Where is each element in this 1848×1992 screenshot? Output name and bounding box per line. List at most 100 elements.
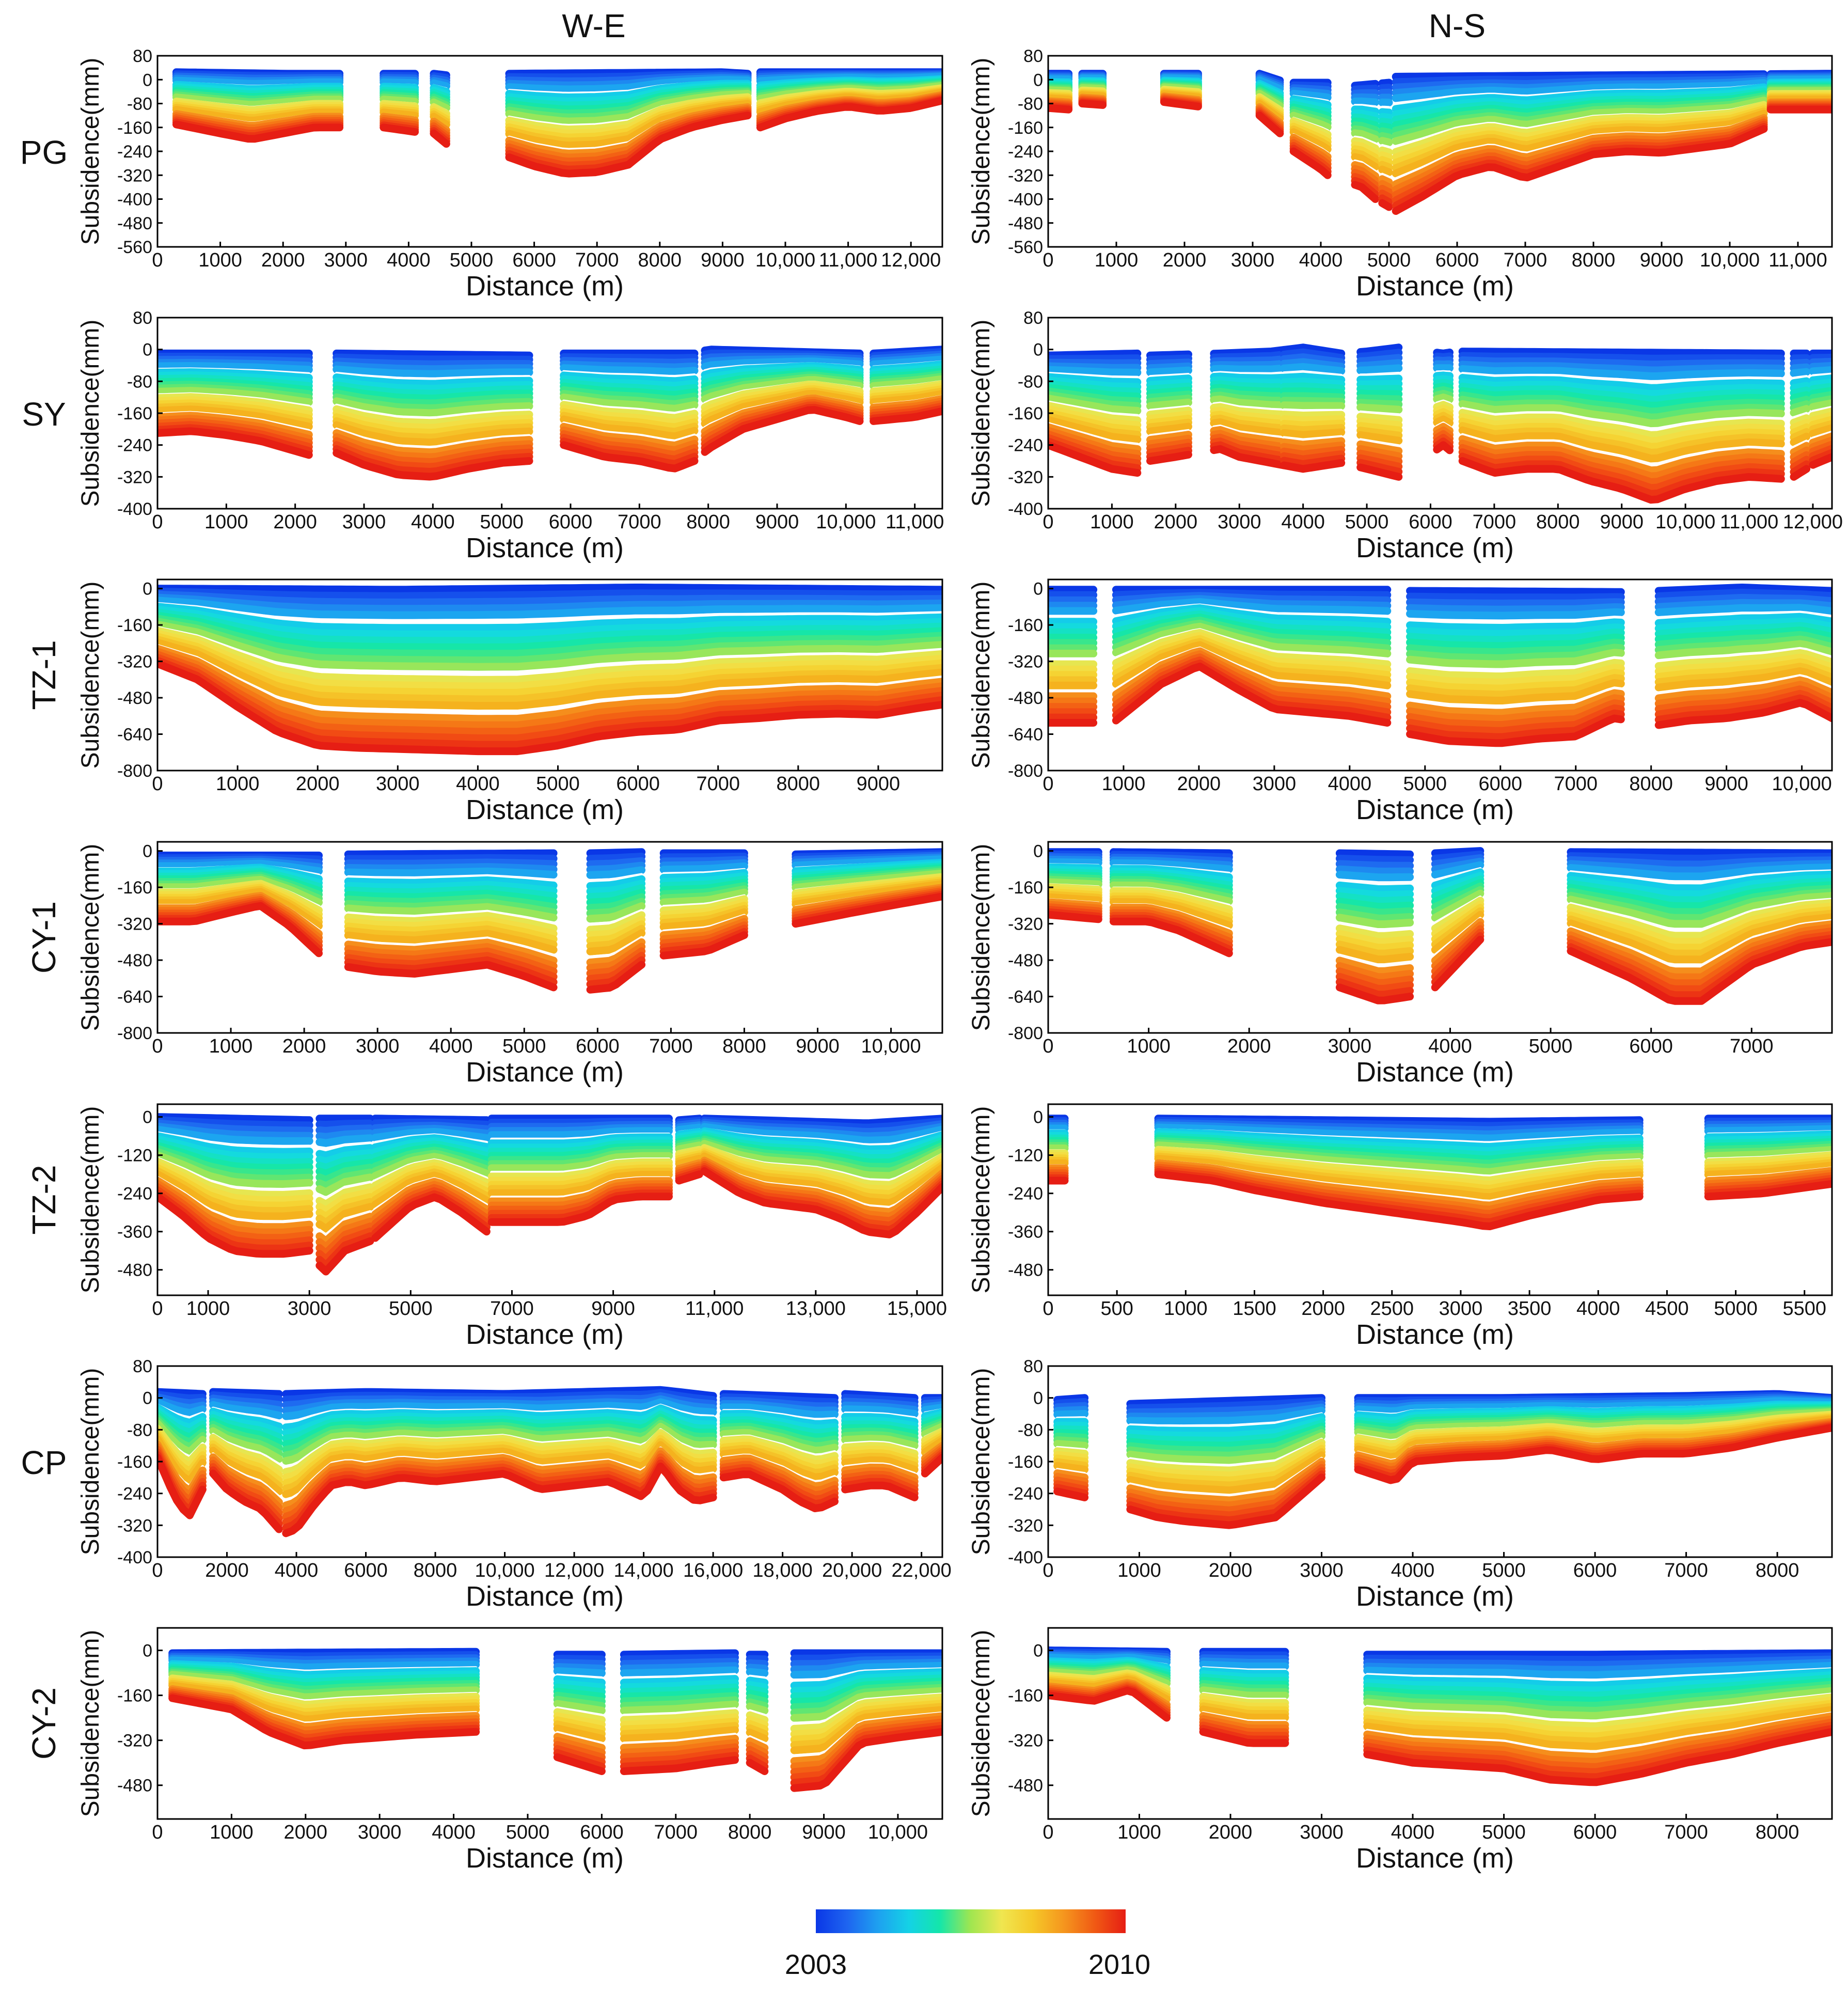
chart-panel: 0-160-320-480-640-8000 1000 2000 3000 4000 50… <box>77 578 943 825</box>
y-tick-label: 0 <box>143 340 152 360</box>
subsidence-curve <box>1392 125 1768 215</box>
subsidence-curve <box>1406 592 1625 602</box>
x-tick-label: 4000 <box>411 511 455 533</box>
y-tick-label: -160 <box>1008 616 1043 635</box>
subsidence-curve <box>1335 908 1414 922</box>
x-tick-label: 2500 <box>1370 1298 1414 1320</box>
y-tick-label: -80 <box>1018 1420 1043 1440</box>
subsidence-curve <box>1790 442 1811 456</box>
subsidence-curve <box>1363 1706 1832 1751</box>
subsidence-curve <box>1126 1413 1325 1435</box>
subsidence-curve <box>1335 967 1414 987</box>
subsidence-curve <box>586 893 646 912</box>
subsidence-curve <box>315 1134 374 1147</box>
subsidence-curve <box>1126 1397 1325 1412</box>
subsidence-curve <box>1354 1424 1832 1484</box>
subsidence-curve <box>1146 358 1192 368</box>
subsidence-curve <box>1792 440 1808 449</box>
subsidence-curve <box>487 1171 673 1197</box>
subsidence-curve <box>1406 587 1625 596</box>
subsidence-curve <box>1657 647 1832 663</box>
subsidence-curve <box>315 1149 374 1166</box>
row-label: TZ-1 <box>25 640 62 710</box>
x-tick-label: 5000 <box>536 773 580 795</box>
subsidence-curve <box>1146 366 1192 377</box>
subsidence-curve <box>1378 127 1393 136</box>
x-tick-label: 6000 <box>344 1560 388 1581</box>
subsidence-curve <box>700 1152 942 1207</box>
subsidence-curve <box>1461 433 1783 466</box>
subsidence-curve <box>1338 921 1412 932</box>
x-tick-label: 9000 <box>701 249 745 271</box>
subsidence-curve <box>157 633 942 697</box>
subsidence-curve <box>620 1747 739 1766</box>
x-tick-label: 5000 <box>1482 1822 1526 1843</box>
subsidence-curve <box>1406 598 1625 607</box>
subsidence-curve <box>1146 350 1192 359</box>
chart-panel: 0 -160 -320 -480 0 1000 2000 3000 4000 5000 6000 70… <box>968 1627 1833 1874</box>
subsidence-curve <box>1654 685 1832 713</box>
subsidence-curve <box>1210 359 1288 369</box>
subsidence-curve <box>333 441 533 471</box>
subsidence-curve <box>157 902 323 958</box>
subsidence-curve <box>1356 459 1403 476</box>
subsidence-curve <box>1338 879 1412 885</box>
subsidence-curve <box>487 1193 673 1226</box>
subsidence-curve <box>371 1193 491 1242</box>
x-tick-label: 3000 <box>1218 511 1261 533</box>
x-tick-label: 11,000 <box>886 511 944 533</box>
subsidence-curve <box>586 916 646 939</box>
subsidence-curve <box>1210 387 1288 400</box>
subsidence-curve <box>790 1661 942 1679</box>
row-label: PG <box>20 134 68 171</box>
x-tick-label: 13,000 <box>786 1298 846 1320</box>
subsidence-curve <box>209 1447 283 1496</box>
subsidence-curve <box>1126 1473 1325 1529</box>
subsidence-curve <box>1790 456 1811 471</box>
subsidence-curve <box>172 93 344 109</box>
subsidence-curve <box>1458 400 1785 428</box>
y-tick-label: -480 <box>1008 688 1043 708</box>
subsidence-curve <box>1356 343 1403 356</box>
subsidence-curve <box>1406 638 1625 656</box>
subsidence-curve <box>344 956 558 986</box>
subsidence-curve <box>1790 451 1811 466</box>
subsidence-curve <box>157 597 942 619</box>
subsidence-curve <box>790 1687 942 1722</box>
subsidence-curve <box>586 884 646 901</box>
x-tick-label: 8000 <box>1536 511 1580 533</box>
subsidence-curve <box>1078 100 1107 109</box>
y-tick-label: -320 <box>1008 467 1043 487</box>
y-tick-label: 0 <box>143 1108 152 1127</box>
subsidence-curve <box>1792 412 1808 419</box>
subsidence-curve <box>556 1706 604 1717</box>
subsidence-curve <box>1809 387 1832 398</box>
subsidence-curve <box>1790 382 1811 392</box>
subsidence-curve <box>1406 623 1625 638</box>
subsidence-curve <box>1210 380 1288 391</box>
subsidence-curve <box>1809 374 1832 384</box>
x-tick-label: 7000 <box>1664 1560 1708 1581</box>
subsidence-curve <box>620 1679 739 1691</box>
x-tick-label: 3000 <box>324 249 368 271</box>
y-tick-label: -480 <box>117 688 152 708</box>
subsidence-curve <box>586 947 646 978</box>
subsidence-curve <box>1280 353 1346 366</box>
y-tick-label: -800 <box>117 1024 152 1043</box>
subsidence-curve <box>157 602 942 623</box>
x-tick-label: 3000 <box>1300 1822 1344 1843</box>
subsidence-curve <box>1704 1180 1832 1201</box>
subsidence-curve <box>1406 679 1625 704</box>
x-tick-label: 11,000 <box>1768 249 1827 271</box>
subsidence-curve <box>620 1687 739 1701</box>
subsidence-curve <box>1406 603 1625 614</box>
subsidence-curve <box>346 874 556 882</box>
subsidence-curve <box>1146 379 1192 389</box>
subsidence-curve <box>1255 112 1284 137</box>
subsidence-curve <box>701 357 864 371</box>
subsidence-curve <box>157 875 323 906</box>
subsidence-curve <box>1356 394 1403 403</box>
subsidence-curve <box>746 1681 769 1691</box>
x-tick-label: 0 <box>1043 249 1053 271</box>
